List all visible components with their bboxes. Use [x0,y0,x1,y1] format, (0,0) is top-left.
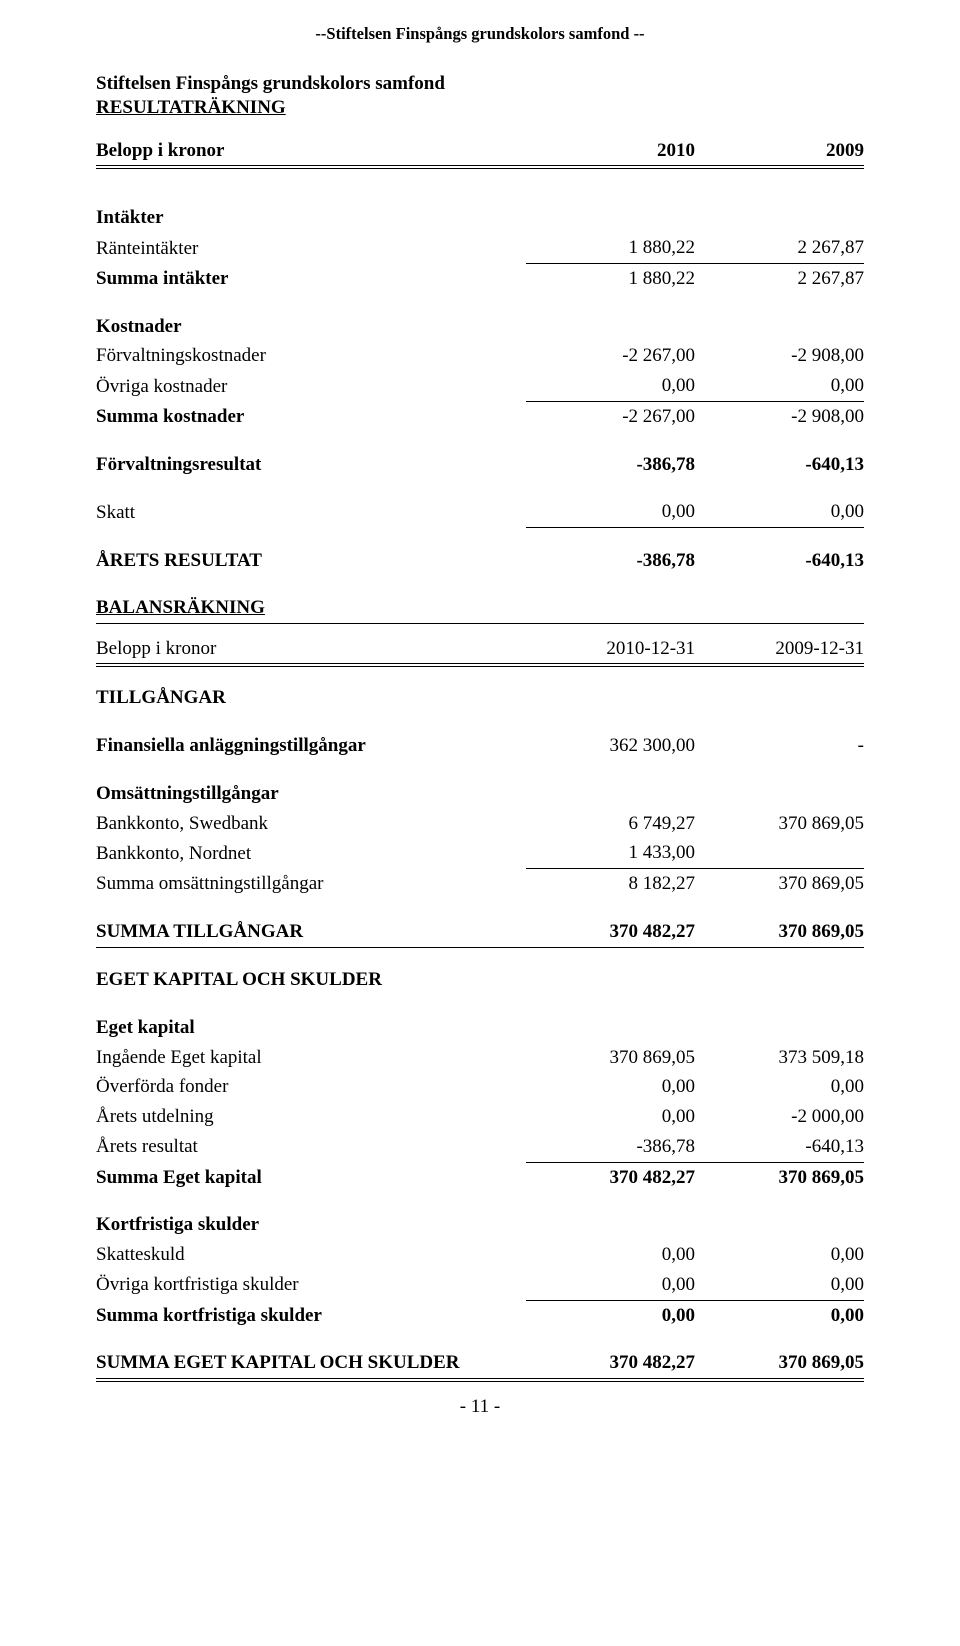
row-forvaltningsresultat: Förvaltningsresultat -386,78 -640,13 [96,450,864,480]
row-summa-kostnader: Summa kostnader -2 267,00 -2 908,00 [96,401,864,431]
row-forvaltningskostnader: Förvaltningskostnader -2 267,00 -2 908,0… [96,341,864,371]
section-header-row: Kostnader [96,312,864,342]
section-header: Intäkter [96,203,526,233]
page-number: - 11 - [96,1396,864,1418]
row-fin-anlaggning: Finansiella anläggningstillgångar 362 30… [96,731,864,761]
income-statement-table: Belopp i kronor 2010 2009 Intäkter Ränte… [96,136,864,1383]
row-arets-utdelning: Årets utdelning 0,00 -2 000,00 [96,1102,864,1132]
row-bank-nordnet: Bankkonto, Nordnet 1 433,00 [96,838,864,868]
row-overforda-fonder: Överförda fonder 0,00 0,00 [96,1072,864,1102]
row-summa-intakter: Summa intäkter 1 880,22 2 267,87 [96,263,864,293]
row-skatteskuld: Skatteskuld 0,00 0,00 [96,1240,864,1270]
row-ingaende-eget: Ingående Eget kapital 370 869,05 373 509… [96,1043,864,1073]
eget-kapital-header: Eget kapital [96,1013,864,1043]
balance-header-row: BALANSRÄKNING [96,593,864,623]
row-ovriga-kort-sk: Övriga kortfristiga skulder 0,00 0,00 [96,1270,864,1300]
row-arets-resultat: ÅRETS RESULTAT -386,78 -640,13 [96,546,864,576]
row-summa-oms: Summa omsättningstillgångar 8 182,27 370… [96,869,864,899]
oms-header-row: Omsättningstillgångar [96,779,864,809]
col-label: Belopp i kronor [96,136,526,168]
row-summa-ek-sk: SUMMA EGET KAPITAL OCH SKULDER 370 482,2… [96,1348,864,1380]
col-year2: 2009 [695,136,864,168]
running-header: --Stiftelsen Finspångs grundskolors samf… [96,24,864,44]
row-arets-resultat-bs: Årets resultat -386,78 -640,13 [96,1132,864,1162]
row-ranteintakter: Ränteintäkter 1 880,22 2 267,87 [96,233,864,263]
row-skatt: Skatt 0,00 0,00 [96,497,864,527]
row-ovriga-kostnader: Övriga kostnader 0,00 0,00 [96,371,864,401]
row-summa-tillgangar: SUMMA TILLGÅNGAR 370 482,27 370 869,05 [96,917,864,947]
row-summa-kort-sk: Summa kortfristiga skulder 0,00 0,00 [96,1300,864,1330]
kort-sk-header: Kortfristiga skulder [96,1210,864,1240]
assets-header-row: TILLGÅNGAR [96,683,864,713]
row-summa-eget-kap: Summa Eget kapital 370 482,27 370 869,05 [96,1162,864,1192]
financial-report-page: --Stiftelsen Finspångs grundskolors samf… [0,0,960,1448]
col-year1: 2010 [526,136,695,168]
section-header-row: Intäkter [96,203,864,233]
report-title: Stiftelsen Finspångs grundskolors samfon… [96,72,864,96]
row-bank-swedbank: Bankkonto, Swedbank 6 749,27 370 869,05 [96,809,864,839]
ek-header-row: EGET KAPITAL OCH SKULDER [96,965,864,995]
column-header-row: Belopp i kronor 2010 2009 [96,136,864,168]
balance-col-row: Belopp i kronor 2010-12-31 2009-12-31 [96,634,864,666]
report-subtitle: RESULTATRÄKNING [96,96,864,120]
